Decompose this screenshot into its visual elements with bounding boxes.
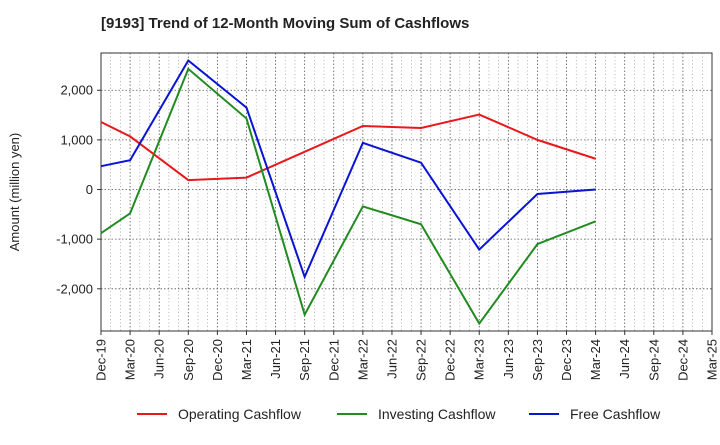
x-tick-label: Jun-21 <box>268 339 283 379</box>
y-axis-label: Amount (million yen) <box>7 133 22 252</box>
x-tick-label: Mar-21 <box>239 339 254 380</box>
x-tick-label: Jun-22 <box>384 339 399 379</box>
x-tick-label: Mar-24 <box>588 339 603 380</box>
y-tick-label: -1,000 <box>56 232 93 247</box>
legend-label-free-cashflow: Free Cashflow <box>570 406 661 422</box>
x-tick-label: Sep-20 <box>181 339 196 381</box>
x-tick-label: Jun-23 <box>501 339 516 379</box>
legend: Operating Cashflow Investing Cashflow Free… <box>137 406 661 422</box>
chart-title: [9193] Trend of 12-Month Moving Sum of C… <box>101 15 470 32</box>
investing-cashflow-line <box>100 67 596 326</box>
y-tick-label: 2,000 <box>60 83 93 98</box>
y-tick-label: 1,000 <box>60 132 93 147</box>
x-tick-label: Dec-24 <box>675 339 690 381</box>
x-tick-label: Dec-23 <box>559 339 574 381</box>
x-tick-label: Dec-19 <box>94 339 109 381</box>
x-tick-label: Sep-22 <box>414 339 429 381</box>
x-tick-label: Mar-22 <box>355 339 370 380</box>
plot-border <box>100 52 713 332</box>
y-tick-label: -2,000 <box>56 281 93 296</box>
legend-label-operating-cashflow: Operating Cashflow <box>178 406 302 422</box>
grid-lines <box>100 53 713 331</box>
x-tick-label: Dec-22 <box>443 339 458 381</box>
x-tick-label: Mar-23 <box>472 339 487 380</box>
x-tick-label: Sep-21 <box>297 339 312 381</box>
x-tick-label: Sep-23 <box>530 339 545 381</box>
x-tick-label: Mar-25 <box>705 339 720 380</box>
y-tick-label: 0 <box>86 182 93 197</box>
x-tick-label: Jun-20 <box>152 339 167 379</box>
x-tick-label: Sep-24 <box>646 339 661 381</box>
operating-cashflow-line <box>100 113 596 182</box>
x-tick-label: Dec-20 <box>210 339 225 381</box>
plot-area <box>101 53 712 331</box>
x-tick-label: Mar-20 <box>123 339 138 380</box>
x-tick-label: Dec-21 <box>326 339 341 381</box>
x-tick-label: Jun-24 <box>617 339 632 379</box>
legend-label-investing-cashflow: Investing Cashflow <box>378 406 496 422</box>
free-cashflow-line <box>100 58 596 280</box>
